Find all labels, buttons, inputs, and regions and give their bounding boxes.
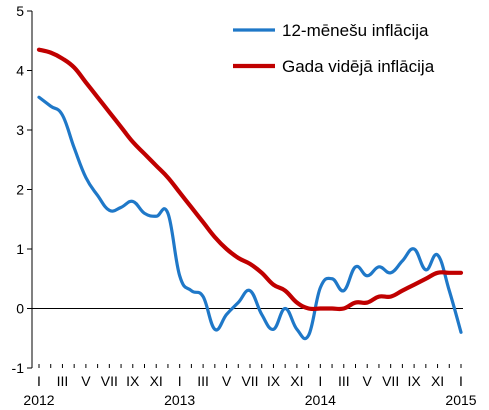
x-tick-label: IX [126,373,140,389]
series-lines [36,47,464,341]
y-tick-label: 3 [16,122,24,138]
x-tick-label: III [197,373,209,389]
x-tick-label: XI [150,373,163,389]
x-tick-label: VII [382,373,399,389]
x-axis: I III V VII IX XI I III V VII IX XI I III V VII IX XI I201… [23,308,477,408]
y-tick-label: 2 [16,182,24,198]
x-tick-label: VII [101,373,118,389]
legend: 12-mēnešu inflācija Gada vidējā inflācija [233,21,435,76]
legend-label: 12-mēnešu inflācija [282,21,429,40]
legend-label: Gada vidējā inflācija [282,57,435,76]
y-tick-label: -1 [12,360,25,376]
x-tick-label: I [459,373,463,389]
y-tick-label: 5 [16,3,24,19]
x-tick-label: V [81,373,91,389]
y-axis: 5 4 3 2 1 0 -1 [12,3,33,376]
x-tick-label: III [338,373,350,389]
x-tick-label: V [363,373,373,389]
x-tick-label: I [318,373,322,389]
y-tick-label: 4 [16,63,24,79]
x-tick-label: III [57,373,69,389]
x-tick-label: IX [407,373,421,389]
series-line-annual-average-inflation [36,47,464,312]
y-tick-label: 1 [16,241,24,257]
x-tick-label: V [222,373,232,389]
x-tick-label: XI [431,373,444,389]
x-tick-label: I [178,373,182,389]
y-tick-label: 0 [16,301,24,317]
x-tick-label: IX [267,373,281,389]
x-tick-label: XI [290,373,303,389]
x-year-label: 2013 [164,392,195,408]
x-year-label: 2012 [23,392,54,408]
x-tick-label: VII [241,373,258,389]
series-line-twelve-month-inflation [37,95,463,341]
x-tick-label: I [37,373,41,389]
x-year-label: 2015 [445,392,476,408]
x-year-label: 2014 [305,392,336,408]
